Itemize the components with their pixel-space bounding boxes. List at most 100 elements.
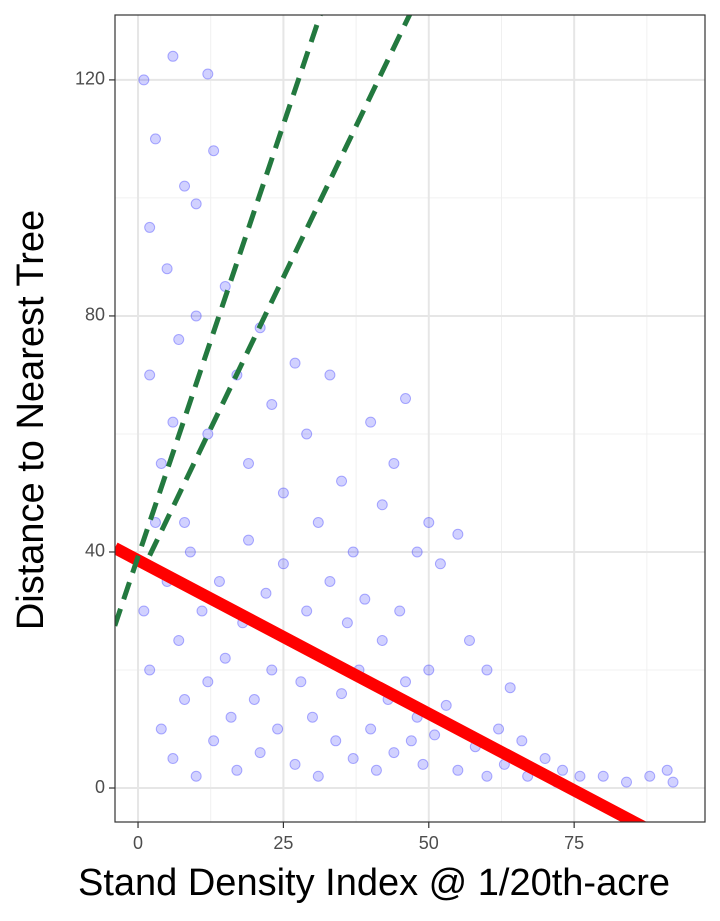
point bbox=[179, 516, 191, 528]
point bbox=[248, 693, 260, 705]
point bbox=[370, 764, 382, 776]
point bbox=[493, 723, 505, 735]
point bbox=[138, 605, 150, 617]
y-tick-label: 0 bbox=[95, 777, 105, 797]
point bbox=[388, 457, 400, 469]
point bbox=[620, 776, 632, 788]
x-tick-label: 75 bbox=[564, 833, 584, 853]
point bbox=[359, 593, 371, 605]
point bbox=[219, 652, 231, 664]
regression-line bbox=[115, 542, 647, 822]
point bbox=[208, 735, 220, 747]
point bbox=[574, 770, 586, 782]
point bbox=[149, 133, 161, 145]
point bbox=[434, 558, 446, 570]
grid bbox=[115, 15, 705, 822]
point bbox=[423, 664, 435, 676]
axes: 0 25 50 75 0 40 80 120 bbox=[75, 69, 584, 853]
point bbox=[539, 753, 551, 765]
point bbox=[312, 516, 324, 528]
point bbox=[254, 747, 266, 759]
point bbox=[179, 180, 191, 192]
point bbox=[644, 770, 656, 782]
point bbox=[667, 776, 679, 788]
point bbox=[167, 416, 179, 428]
reference-line bbox=[115, 15, 323, 627]
x-axis-title: Stand Density Index @ 1/20th-acre bbox=[78, 862, 670, 904]
point bbox=[388, 747, 400, 759]
point bbox=[190, 310, 202, 322]
point bbox=[481, 664, 493, 676]
point bbox=[330, 735, 342, 747]
point bbox=[202, 676, 214, 688]
point bbox=[336, 475, 348, 487]
point bbox=[463, 634, 475, 646]
y-tick-label: 40 bbox=[85, 541, 105, 561]
point bbox=[225, 711, 237, 723]
point bbox=[144, 664, 156, 676]
point bbox=[400, 676, 412, 688]
y-tick-label: 80 bbox=[85, 305, 105, 325]
point bbox=[161, 263, 173, 275]
x-tick-label: 50 bbox=[419, 833, 439, 853]
point bbox=[481, 770, 493, 782]
point bbox=[394, 605, 406, 617]
plot-area bbox=[115, 15, 679, 822]
point bbox=[440, 699, 452, 711]
point bbox=[341, 617, 353, 629]
point bbox=[423, 516, 435, 528]
point bbox=[173, 334, 185, 346]
point bbox=[597, 770, 609, 782]
point bbox=[266, 398, 278, 410]
point bbox=[295, 676, 307, 688]
point bbox=[376, 499, 388, 511]
point bbox=[661, 764, 673, 776]
point bbox=[324, 369, 336, 381]
point bbox=[400, 393, 412, 405]
point bbox=[301, 428, 313, 440]
panel-border bbox=[114, 14, 706, 823]
point bbox=[167, 753, 179, 765]
point bbox=[190, 198, 202, 210]
point bbox=[429, 729, 441, 741]
y-tick-label: 120 bbox=[75, 69, 105, 89]
point bbox=[405, 735, 417, 747]
point bbox=[324, 575, 336, 587]
point bbox=[243, 457, 255, 469]
point bbox=[138, 74, 150, 86]
point bbox=[277, 558, 289, 570]
point bbox=[196, 605, 208, 617]
point bbox=[260, 587, 272, 599]
point bbox=[504, 682, 516, 694]
point bbox=[336, 688, 348, 700]
point bbox=[557, 764, 569, 776]
point bbox=[202, 428, 214, 440]
point bbox=[202, 68, 214, 80]
point bbox=[144, 369, 156, 381]
point bbox=[289, 758, 301, 770]
point bbox=[306, 711, 318, 723]
x-tick-label: 25 bbox=[273, 833, 293, 853]
point bbox=[347, 546, 359, 558]
point bbox=[179, 693, 191, 705]
point bbox=[452, 764, 464, 776]
point bbox=[272, 723, 284, 735]
point bbox=[155, 457, 167, 469]
y-axis-title: Distance to Nearest Tree bbox=[10, 210, 52, 630]
point bbox=[277, 487, 289, 499]
point bbox=[231, 764, 243, 776]
point bbox=[411, 546, 423, 558]
point bbox=[289, 357, 301, 369]
point bbox=[266, 664, 278, 676]
point bbox=[417, 758, 429, 770]
point bbox=[301, 605, 313, 617]
point bbox=[155, 723, 167, 735]
point bbox=[243, 534, 255, 546]
point bbox=[347, 753, 359, 765]
point bbox=[144, 221, 156, 233]
point bbox=[312, 770, 324, 782]
point bbox=[167, 50, 179, 62]
x-tick-label: 0 bbox=[133, 833, 143, 853]
